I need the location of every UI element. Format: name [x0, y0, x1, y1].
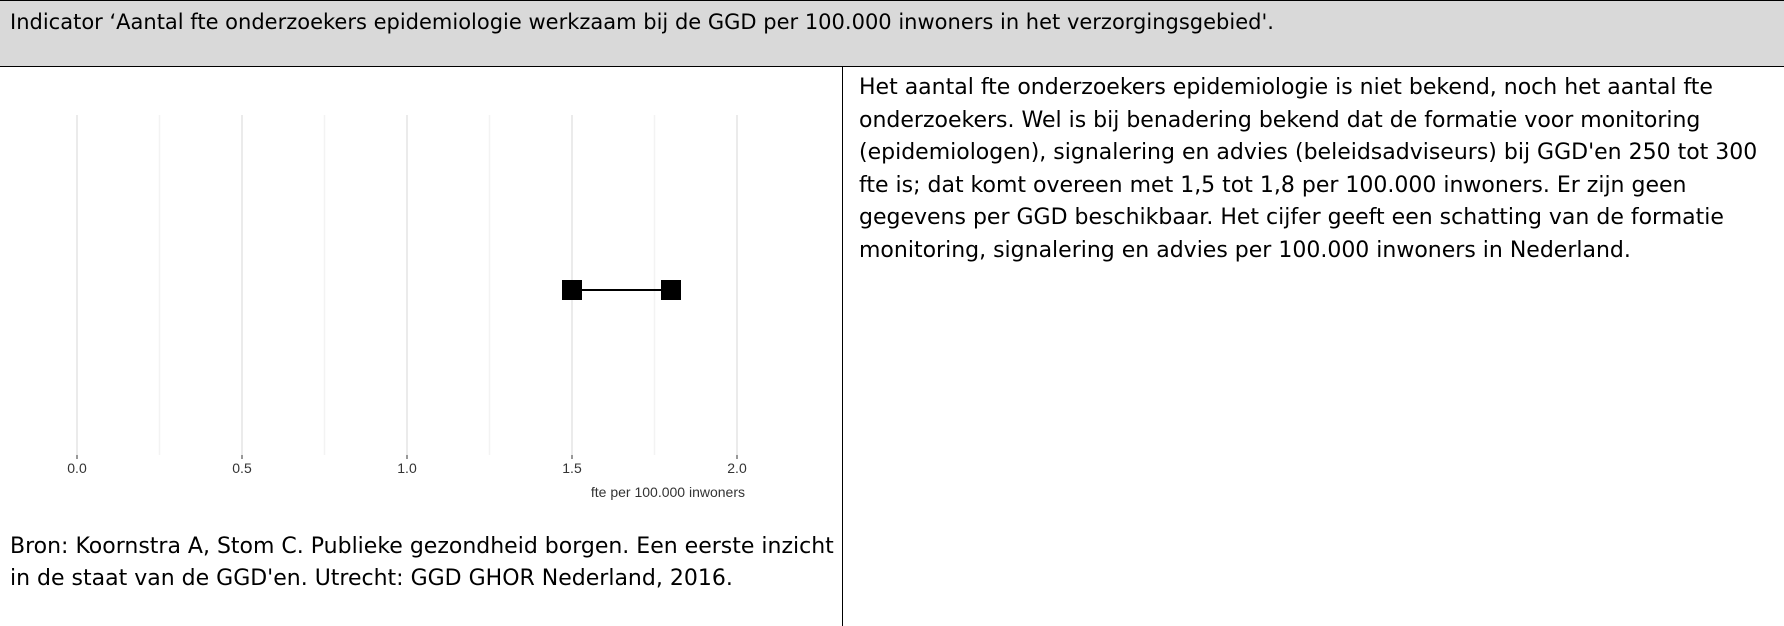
- header-title: Indicator ‘Aantal fte onderzoekers epide…: [10, 10, 1274, 34]
- header: Indicator ‘Aantal fte onderzoekers epide…: [0, 0, 1784, 67]
- range-point: [661, 280, 681, 300]
- x-tick-label: 0.5: [232, 460, 252, 476]
- range-point: [562, 280, 582, 300]
- x-tick-label: 1.0: [397, 460, 417, 476]
- x-axis-label: fte per 100.000 inwoners: [591, 484, 745, 500]
- x-tick-label: 0.0: [67, 460, 87, 476]
- x-tick-label: 2.0: [727, 460, 747, 476]
- divider: [842, 67, 843, 626]
- description: Het aantal fte onderzoekers epidemiologi…: [859, 75, 1758, 263]
- chart: 0.0 0.5 1.0 1.5 2.0 fte per 100.000 inwoners: [67, 115, 747, 500]
- x-tick-label: 1.5: [562, 460, 582, 476]
- source: Bron: Koornstra A, Stom C. Publieke gezo…: [10, 534, 834, 591]
